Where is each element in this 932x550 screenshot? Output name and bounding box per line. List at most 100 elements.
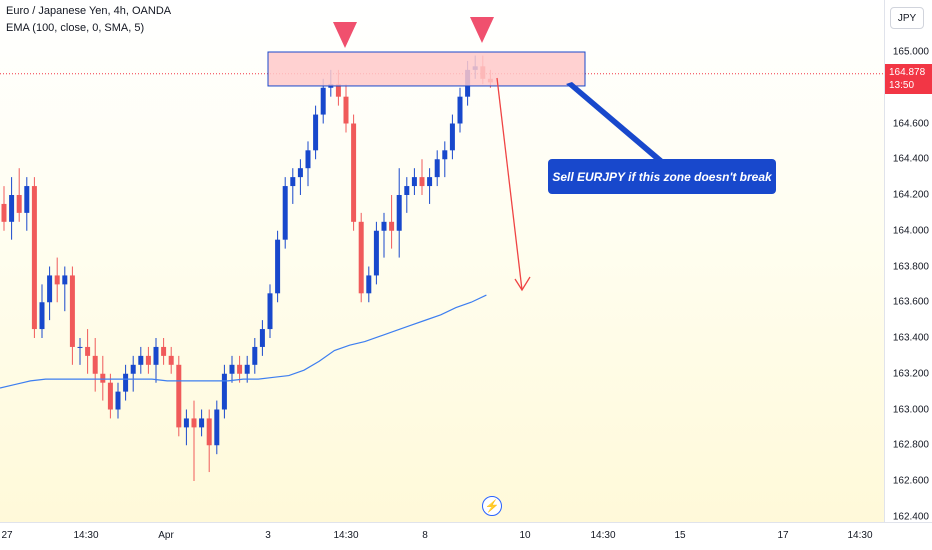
- candle-body: [214, 409, 220, 446]
- candle-body: [69, 275, 75, 347]
- candle-body: [191, 418, 197, 428]
- x-tick-label: 14:30: [847, 530, 873, 541]
- candle-body: [442, 150, 448, 160]
- candle-body: [282, 186, 288, 240]
- candle-body: [47, 275, 53, 303]
- candle-body: [92, 355, 98, 374]
- candle-body: [396, 195, 402, 231]
- y-tick-label: 164.400: [892, 153, 929, 165]
- candle-body: [221, 373, 227, 410]
- candle-body: [123, 373, 129, 392]
- x-tick-label: Apr: [158, 530, 174, 541]
- x-tick-label: 27: [1, 530, 13, 541]
- candle-body: [244, 364, 250, 374]
- candle-body: [138, 355, 144, 365]
- candle-body: [206, 418, 212, 446]
- projection-arrow: [496, 77, 523, 291]
- candle-body: [411, 177, 417, 187]
- candle-body: [297, 168, 303, 178]
- candle-body: [1, 203, 7, 222]
- symbol-legend[interactable]: Euro / Japanese Yen, 4h, OANDA: [6, 5, 172, 17]
- y-tick-label: 164.200: [892, 189, 929, 201]
- y-tick-label: 162.800: [892, 439, 929, 451]
- x-tick-label: 3: [265, 530, 271, 541]
- candle-body: [252, 346, 258, 365]
- y-tick-label: 163.200: [892, 368, 929, 380]
- candle-body: [457, 96, 463, 124]
- candle-body: [358, 221, 364, 294]
- x-tick-label: 17: [777, 530, 789, 541]
- candle-body: [373, 230, 379, 276]
- sell-zone-box: [267, 51, 586, 87]
- candle-body: [9, 195, 15, 222]
- candle-body: [305, 150, 311, 169]
- x-tick-label: 14:30: [333, 530, 359, 541]
- candle-body: [290, 177, 296, 187]
- candle-body: [161, 346, 167, 356]
- y-tick-label: 163.400: [892, 332, 929, 344]
- y-tick-label: 163.800: [892, 261, 929, 272]
- candlestick-chart[interactable]: [0, 0, 884, 522]
- ema-line: [0, 294, 487, 389]
- candle-body: [145, 355, 151, 365]
- candle-body: [229, 364, 235, 374]
- candle-body: [39, 302, 45, 330]
- x-tick-label: 10: [519, 530, 531, 541]
- candle-body: [199, 418, 205, 428]
- y-tick-label: 162.600: [892, 475, 929, 487]
- candle-body: [434, 159, 440, 178]
- candle-body: [267, 293, 273, 330]
- candle-body: [335, 84, 341, 97]
- candle-body: [168, 355, 174, 365]
- indicator-legend[interactable]: EMA (100, close, 0, SMA, 5): [6, 22, 145, 34]
- lightning-icon[interactable]: ⚡: [482, 496, 502, 516]
- candle-body: [419, 177, 425, 187]
- y-tick-label: 165.000: [892, 46, 929, 58]
- candle-body: [62, 275, 68, 285]
- candle-body: [130, 364, 136, 374]
- y-tick-label: 163.600: [892, 296, 929, 308]
- x-tick-label: 8: [422, 530, 428, 541]
- y-tick-label: 163.000: [892, 404, 929, 415]
- candle-body: [313, 114, 319, 151]
- annotation-callout[interactable]: Sell EURJPY if this zone doesn't break: [548, 159, 776, 194]
- candle-body: [31, 186, 37, 330]
- plot-area[interactable]: Euro / Japanese Yen, 4h, OANDA EMA (100,…: [0, 0, 884, 522]
- candle-body: [237, 364, 243, 374]
- top-marker-right: [470, 17, 494, 43]
- last-price-label: 164.878 13:50: [885, 64, 932, 94]
- candle-body: [100, 373, 106, 383]
- candle-body: [343, 96, 349, 124]
- candle-body: [275, 239, 281, 294]
- candle-body: [54, 275, 60, 285]
- time-axis[interactable]: 27 14:30 Apr 3 14:30 8 10 14:30 15 17 14:30: [0, 522, 932, 550]
- x-tick-label: 15: [674, 530, 686, 541]
- candle-body: [320, 87, 326, 115]
- candle-body: [16, 195, 22, 213]
- candle-body: [77, 346, 83, 348]
- candle-body: [389, 221, 395, 231]
- candle-body: [366, 275, 372, 294]
- bar-countdown: 13:50: [889, 80, 915, 91]
- annotation-pointer: [566, 82, 664, 160]
- candle-body: [351, 123, 357, 222]
- candle-body: [449, 123, 455, 151]
- candle-body: [381, 221, 387, 231]
- candle-body: [183, 418, 189, 428]
- y-tick-label: 162.400: [892, 511, 929, 523]
- candle-body: [24, 186, 30, 213]
- x-tick-label: 14:30: [590, 530, 616, 541]
- candle-body: [153, 346, 159, 365]
- candle-body: [176, 364, 182, 428]
- candle-body: [259, 329, 265, 347]
- top-marker-left: [333, 22, 357, 48]
- candle-body: [427, 177, 433, 187]
- projection-arrowhead: [514, 276, 531, 292]
- last-price-value: 164.878: [889, 67, 926, 78]
- candle-body: [85, 346, 91, 356]
- y-tick-label: 164.600: [892, 118, 929, 129]
- candle-body: [115, 391, 121, 410]
- currency-button[interactable]: JPY: [890, 7, 924, 29]
- x-tick-label: 14:30: [73, 530, 99, 541]
